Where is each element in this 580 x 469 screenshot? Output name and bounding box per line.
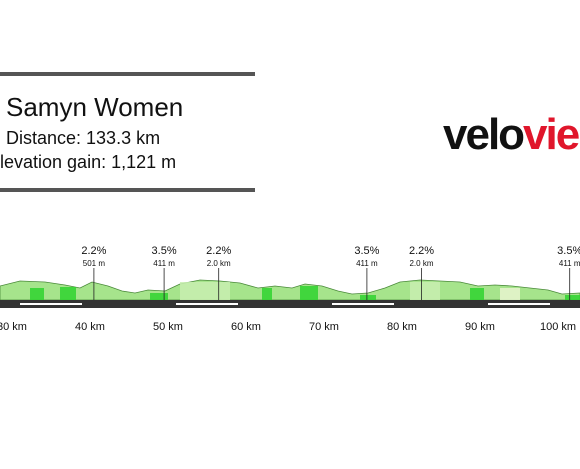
bottom-rule [0, 188, 255, 192]
climb-length-5: 411 m [559, 259, 580, 268]
climb-gradient-4: 2.2% [409, 245, 434, 257]
climb-gradient-1: 3.5% [152, 245, 177, 257]
race-title: Samyn Women [6, 92, 184, 122]
terrain-band-6 [360, 295, 376, 300]
road-dash-6 [488, 303, 550, 305]
km-tick-label-1: 40 km [75, 321, 105, 333]
road-dash-4 [332, 303, 394, 305]
road-dash-0 [20, 303, 82, 305]
km-tick-label-3: 60 km [231, 321, 261, 333]
top-rule [0, 72, 255, 76]
km-tick-label-5: 80 km [387, 321, 417, 333]
climb-gradient-0: 2.2% [81, 245, 106, 257]
elevation-stat: levation gain: 1,121 m [0, 152, 177, 172]
climb-length-2: 2.0 km [207, 259, 231, 268]
terrain-band-9 [500, 288, 520, 300]
elevation-profile: 2.2% 501 m 3.5% 411 m 2.2% 2.0 km 3.5% 411 m 2.2… [0, 245, 580, 333]
terrain-fill [0, 279, 580, 301]
km-tick-label-2: 50 km [153, 321, 183, 333]
road-dash-2 [176, 303, 238, 305]
km-axis: 30 km 40 km 50 km 60 km 70 km 80 km 90 km 100 k… [0, 321, 576, 333]
terrain-area [0, 279, 580, 301]
km-tick-label-0: 30 km [0, 321, 27, 333]
climb-gradient-5: 3.5% [557, 245, 580, 257]
logo-text-velo: velo [443, 110, 525, 159]
terrain-band-1 [60, 287, 76, 300]
road-bar [0, 300, 580, 308]
distance-stat: Distance: 133.3 km [6, 128, 161, 148]
terrain-band-4 [262, 288, 272, 300]
climb-length-0: 501 m [83, 259, 106, 268]
climb-markers: 2.2% 501 m 3.5% 411 m 2.2% 2.0 km 3.5% 411 m 2.2… [81, 245, 580, 300]
terrain-band-5 [300, 286, 318, 300]
terrain-band-0 [30, 288, 44, 300]
terrain-band-10 [565, 295, 580, 300]
km-tick-label-7: 100 km [540, 321, 576, 333]
logo-text-vie: vie [523, 110, 580, 159]
climb-gradient-2: 2.2% [206, 245, 231, 257]
road-strip [0, 300, 580, 308]
velovie-logo: velovie [443, 110, 580, 160]
terrain-band-2 [150, 293, 168, 300]
climb-length-1: 411 m [153, 259, 175, 268]
terrain-band-7 [410, 282, 440, 300]
climb-length-3: 411 m [356, 259, 378, 268]
km-tick-label-6: 90 km [465, 321, 495, 333]
terrain-band-8 [470, 288, 484, 300]
terrain-band-3 [180, 282, 230, 300]
km-tick-label-4: 70 km [309, 321, 339, 333]
climb-length-4: 2.0 km [409, 259, 433, 268]
climb-gradient-3: 3.5% [354, 245, 379, 257]
